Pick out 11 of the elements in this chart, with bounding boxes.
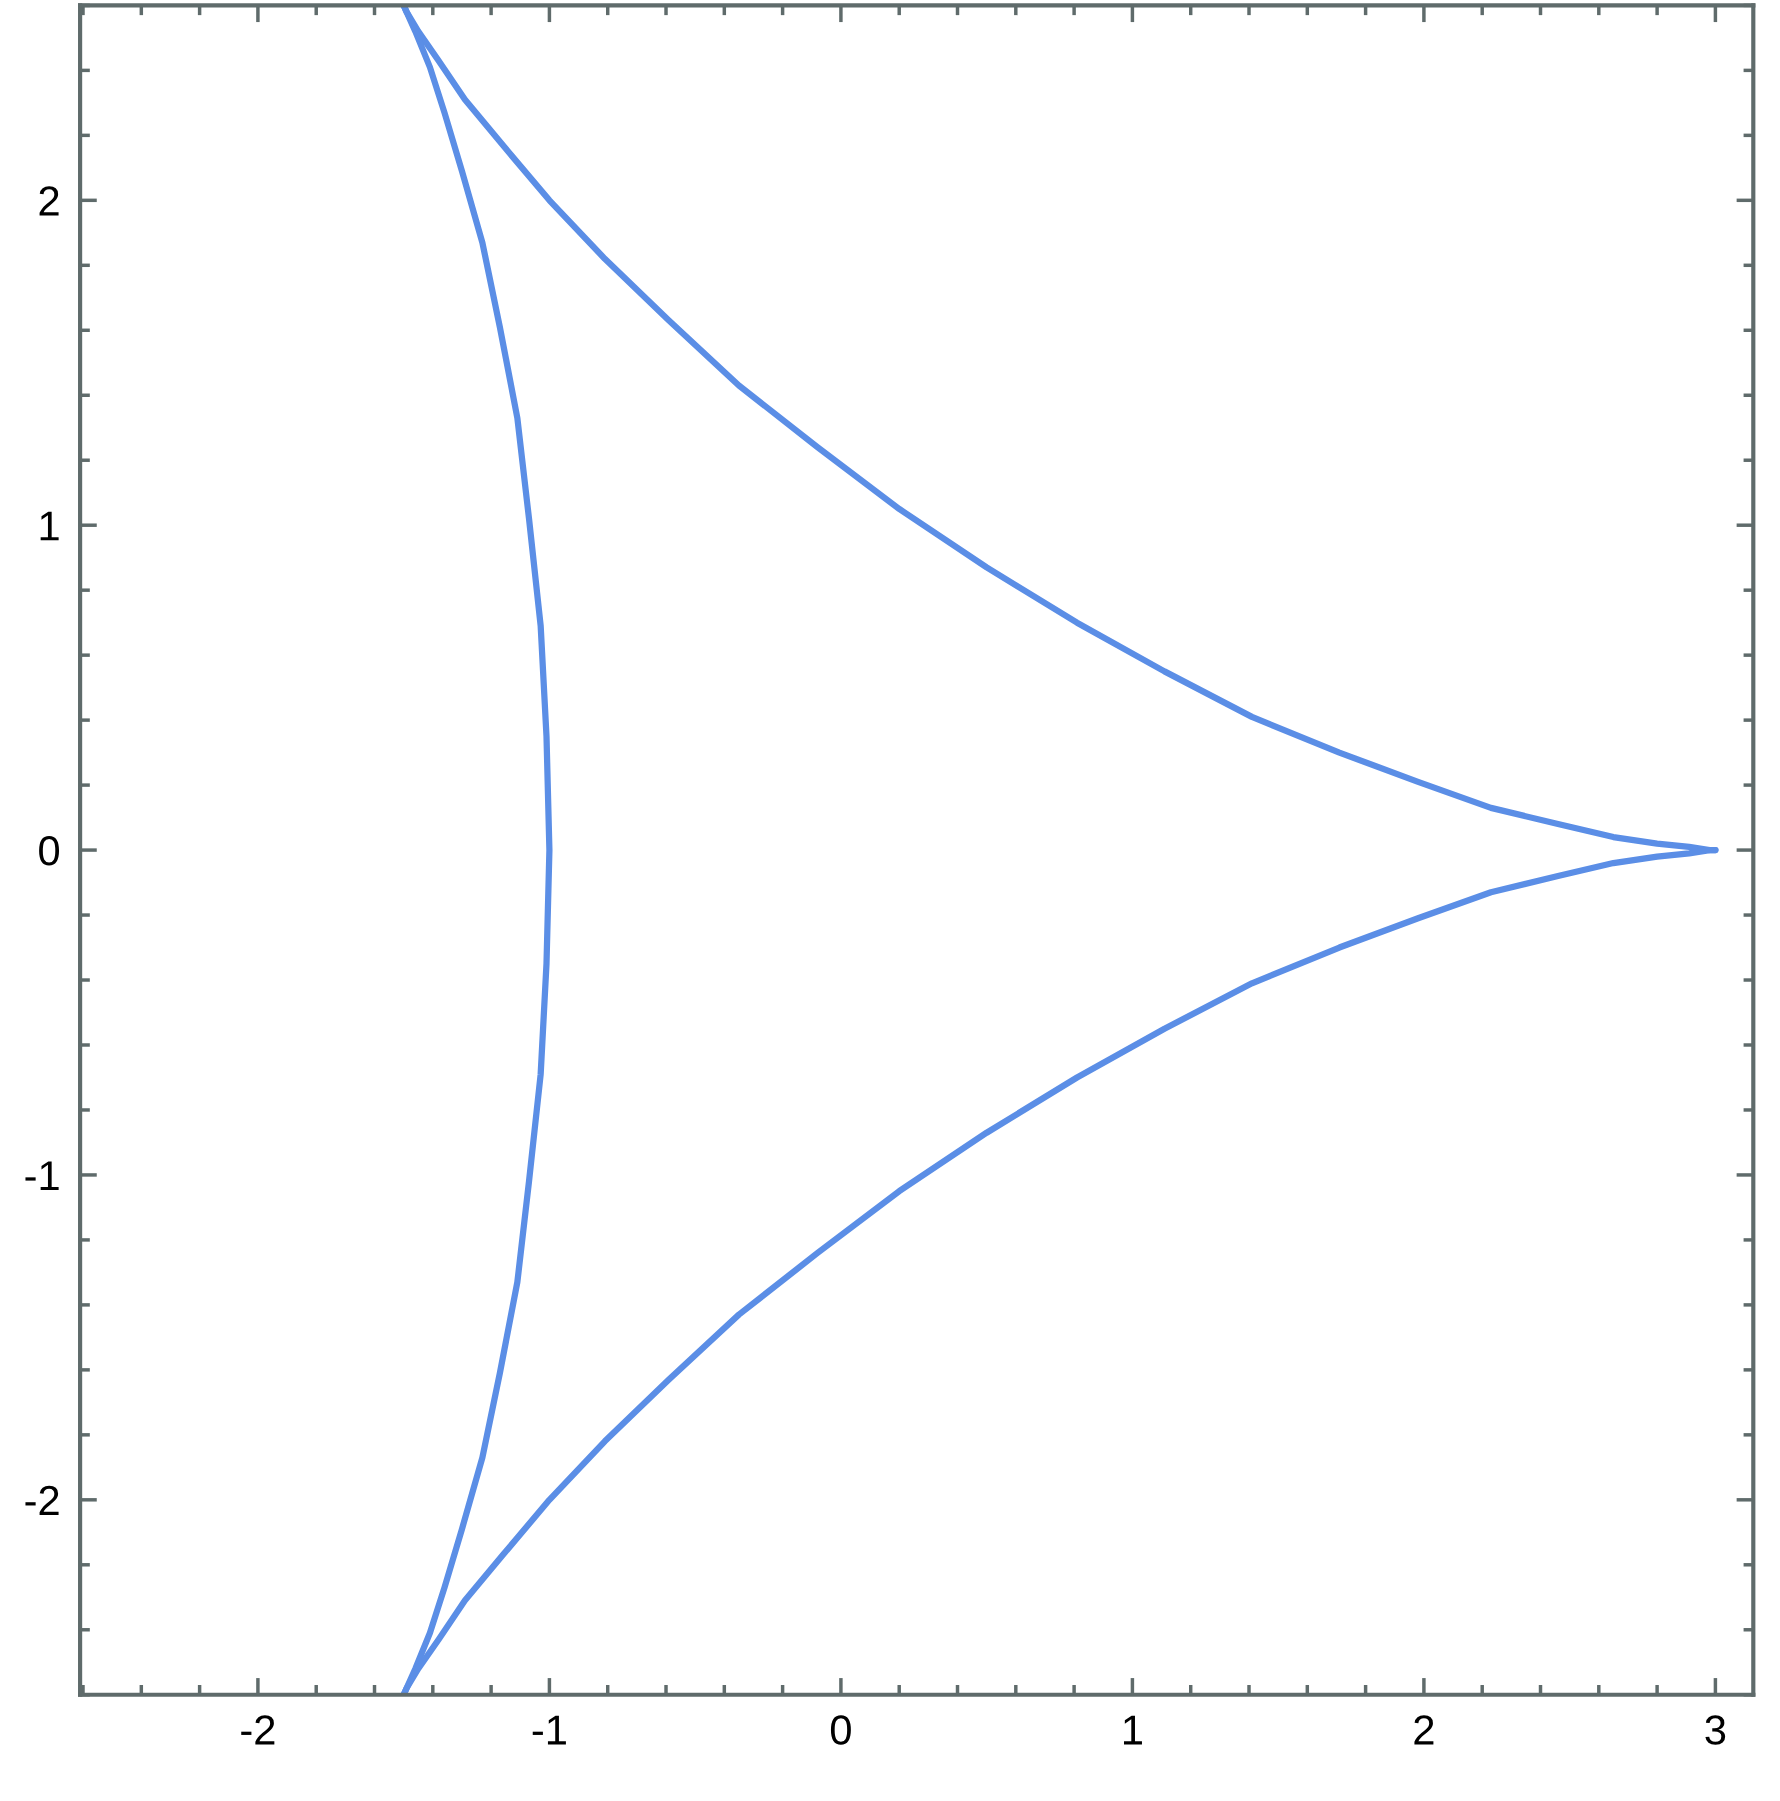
y-tick-label: -2	[25, 1485, 59, 1515]
x-tick-label: 1	[1124, 1715, 1142, 1745]
x-tick-label: 0	[830, 1715, 851, 1745]
x-tick-label: -1	[532, 1715, 566, 1745]
y-tick-label: 0	[39, 836, 60, 866]
x-tick-label: 2	[1414, 1715, 1434, 1745]
x-tick-label: 3	[1705, 1715, 1726, 1745]
x-tick-label: -2	[241, 1715, 275, 1745]
y-tick-label: 1	[40, 511, 59, 541]
y-tick-label: -1	[25, 1161, 59, 1191]
y-tick-label: 2	[39, 186, 59, 216]
